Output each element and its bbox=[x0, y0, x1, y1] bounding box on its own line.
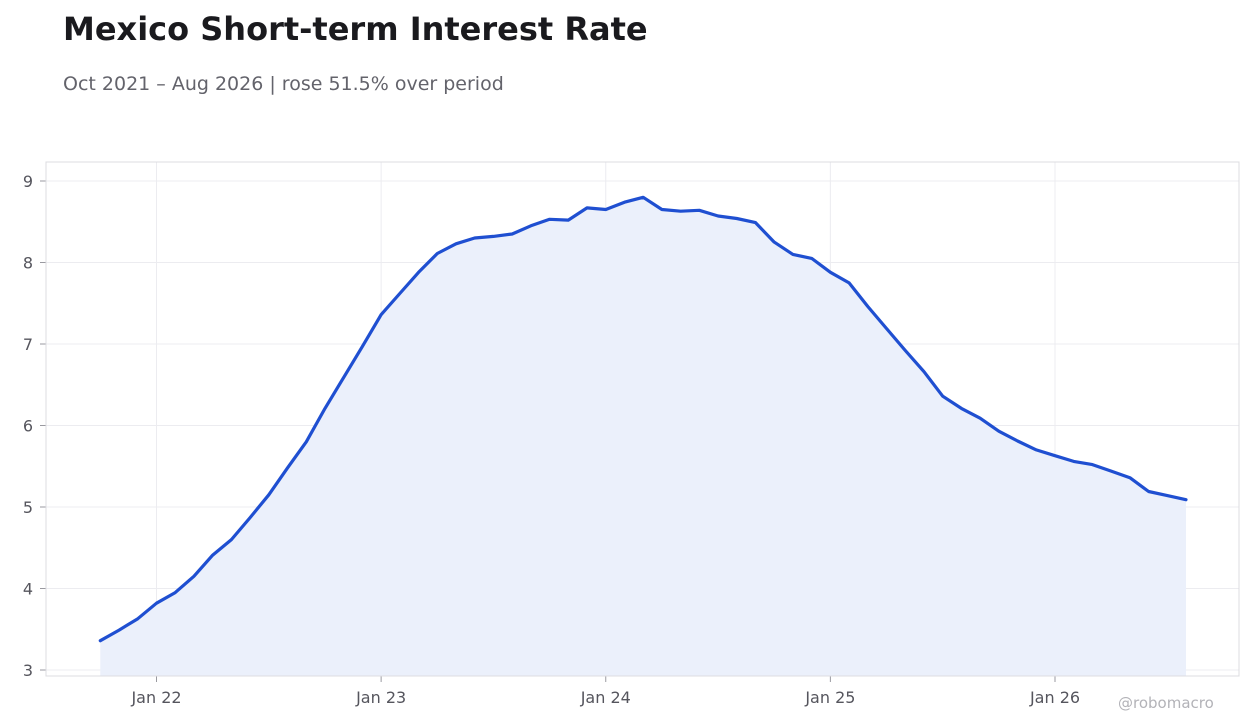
series-line bbox=[98, 195, 1188, 643]
x-tick-label: Jan 26 bbox=[1029, 688, 1080, 707]
chart-title: Mexico Short-term Interest Rate bbox=[63, 10, 648, 48]
y-tick-label: 4 bbox=[23, 580, 33, 599]
area-fill bbox=[100, 197, 1186, 677]
y-tick-label: 9 bbox=[23, 172, 33, 191]
watermark: @robomacro bbox=[1118, 694, 1214, 712]
y-tick-label: 5 bbox=[23, 498, 33, 517]
x-tick-label: Jan 25 bbox=[804, 688, 855, 707]
y-tick-label: 7 bbox=[23, 335, 33, 354]
x-tick-label: Jan 24 bbox=[580, 688, 631, 707]
axes: 3 4 5 6 7 8 9 Jan 22 Jan 23 Jan 24 Jan 25 Jan 26 bbox=[23, 172, 1080, 707]
x-tick-label: Jan 23 bbox=[355, 688, 406, 707]
y-tick-label: 3 bbox=[23, 661, 33, 680]
y-tick-label: 6 bbox=[23, 417, 33, 436]
plot-frame bbox=[45, 161, 1240, 677]
chart-subtitle: Oct 2021 – Aug 2026 | rose 51.5% over pe… bbox=[63, 73, 504, 95]
y-tick-label: 8 bbox=[23, 254, 33, 273]
x-tick-label: Jan 22 bbox=[130, 688, 181, 707]
